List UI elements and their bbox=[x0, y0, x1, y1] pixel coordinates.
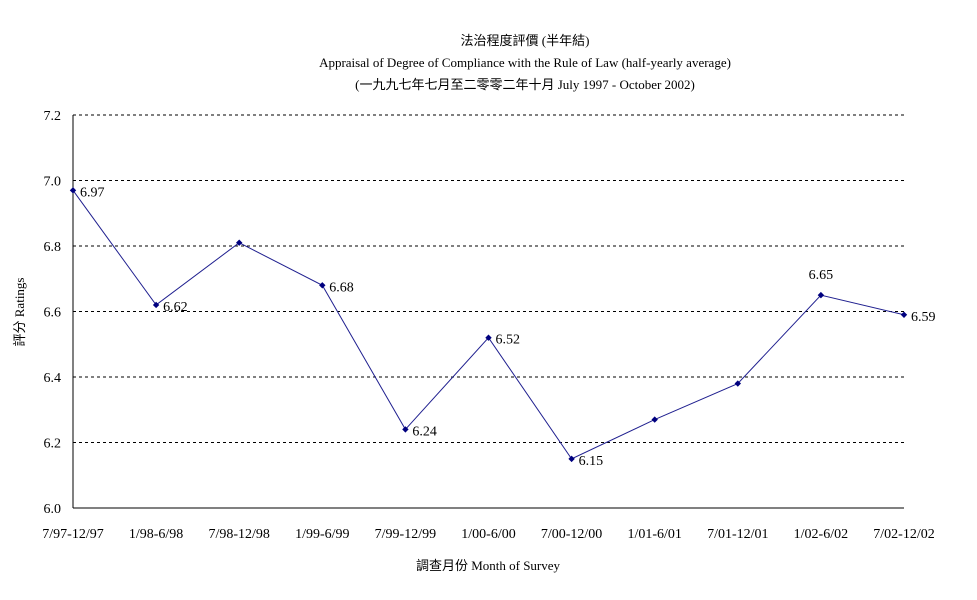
data-point bbox=[152, 301, 160, 309]
data-point bbox=[69, 187, 77, 194]
data-label: 6.52 bbox=[496, 333, 521, 348]
y-tick-label: 7.2 bbox=[44, 109, 62, 124]
data-label: 6.24 bbox=[412, 424, 437, 439]
x-tick-label: 7/99-12/99 bbox=[375, 527, 436, 542]
y-tick-label: 6.2 bbox=[44, 437, 62, 452]
data-point bbox=[236, 239, 243, 246]
data-point bbox=[734, 380, 741, 387]
x-tick-label: 7/01-12/01 bbox=[707, 527, 768, 542]
data-label: 6.62 bbox=[163, 300, 188, 315]
x-tick-labels: 7/97-12/97 1/98-6/98 7/98-12/98 1/99-6/99 7/… bbox=[42, 527, 934, 542]
x-tick-label: 7/00-12/00 bbox=[541, 527, 602, 542]
data-label: 6.59 bbox=[911, 310, 936, 325]
chart-subtitle: Appraisal of Degree of Compliance with t… bbox=[319, 55, 731, 70]
y-tick-label: 6.6 bbox=[44, 306, 62, 321]
data-point bbox=[319, 282, 326, 289]
data-label: 6.68 bbox=[329, 280, 354, 295]
x-tick-label: 1/01-6/01 bbox=[627, 527, 681, 542]
x-tick-label: 1/98-6/98 bbox=[129, 527, 183, 542]
data-point bbox=[900, 311, 908, 318]
x-tick-label: 7/02-12/02 bbox=[873, 527, 934, 542]
data-labels: 6.97 6.62 6.68 6.24 6.52 6.15 6.65 6.59 bbox=[80, 185, 936, 469]
data-point bbox=[817, 291, 825, 299]
x-tick-label: 7/98-12/98 bbox=[208, 527, 269, 542]
data-label: 6.65 bbox=[809, 268, 834, 283]
y-tick-label: 6.8 bbox=[44, 240, 62, 255]
chart-title-block: 法治程度評價 (半年結) Appraisal of Degree of Comp… bbox=[0, 30, 977, 96]
chart-title: 法治程度評價 (半年結) bbox=[460, 33, 590, 48]
y-tick-label: 6.0 bbox=[44, 502, 62, 517]
y-tick-label: 6.4 bbox=[44, 371, 62, 386]
series-line bbox=[72, 190, 905, 460]
data-point bbox=[485, 334, 492, 341]
data-point bbox=[568, 455, 575, 463]
data-point bbox=[402, 426, 409, 433]
gridlines bbox=[73, 114, 904, 443]
y-tick-label: 7.0 bbox=[44, 175, 62, 190]
x-tick-label: 1/02-6/02 bbox=[794, 527, 848, 542]
data-point bbox=[651, 416, 658, 423]
y-axis-label: 評分 Ratings bbox=[12, 278, 27, 347]
x-tick-label: 1/99-6/99 bbox=[295, 527, 349, 542]
x-tick-label: 7/97-12/97 bbox=[42, 527, 103, 542]
y-tick-labels: 6.0 6.2 6.4 6.6 6.8 7.0 7.2 bbox=[44, 109, 62, 517]
x-axis-label: 調查月份 Month of Survey bbox=[416, 558, 561, 573]
data-markers bbox=[69, 187, 908, 463]
x-tick-label: 1/00-6/00 bbox=[461, 527, 515, 542]
data-label: 6.97 bbox=[80, 185, 105, 200]
data-label: 6.15 bbox=[579, 454, 604, 469]
chart-subtitle-range: (一九九七年七月至二零零二年十月 July 1997 - October 200… bbox=[355, 77, 695, 92]
